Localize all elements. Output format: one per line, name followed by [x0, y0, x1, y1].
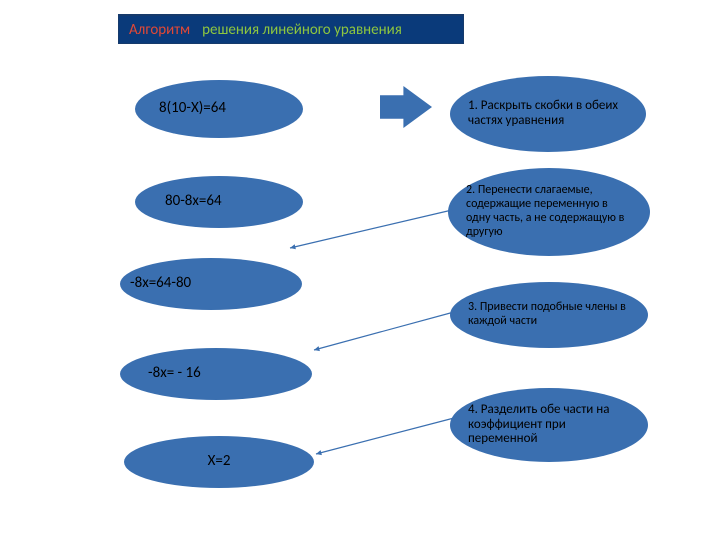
- equation-step-2: -8х=64-80: [120, 258, 302, 310]
- equation-step-3: -8х= - 16: [120, 348, 312, 400]
- title-part-rest: решения линейного уравнения: [202, 21, 402, 39]
- title-box: Алгоритм решения линейного уравнения: [118, 14, 464, 44]
- algorithm-step-1-text: 1. Раскрыть скобки в обеих частях уравне…: [468, 99, 628, 129]
- equation-step-1: 80-8х=64: [135, 176, 303, 228]
- algorithm-step-1: 1. Раскрыть скобки в обеих частях уравне…: [450, 76, 646, 152]
- equation-step-1-text: 80-8х=64: [165, 193, 222, 210]
- equation-step-3-text: -8х= - 16: [148, 365, 201, 382]
- algorithm-step-3-text: 3. Привести подобные члены в каждой част…: [468, 301, 630, 329]
- algorithm-step-2: 2. Перенести слагаемые, содержащие перем…: [448, 168, 650, 256]
- equation-step-4-text: Х=2: [208, 453, 231, 470]
- equation-step-0: 8(10-Х)=64: [135, 80, 303, 138]
- arrows-layer: [0, 0, 720, 540]
- equation-step-2-text: -8х=64-80: [130, 275, 191, 292]
- algorithm-step-4-text: 4. Разделить обе части на коэффициент пр…: [468, 403, 630, 448]
- title-part-algorithm: Алгоритм: [129, 21, 190, 39]
- big-right-arrow-icon: [380, 86, 432, 128]
- equation-step-0-text: 8(10-Х)=64: [159, 100, 226, 117]
- algorithm-step-2-text: 2. Перенести слагаемые, содержащие перем…: [466, 184, 632, 239]
- equation-step-4: Х=2: [124, 436, 314, 488]
- connector-lines: [290, 210, 454, 455]
- algorithm-step-3: 3. Привести подобные члены в каждой част…: [450, 282, 648, 348]
- algorithm-step-4: 4. Разделить обе части на коэффициент пр…: [450, 388, 648, 462]
